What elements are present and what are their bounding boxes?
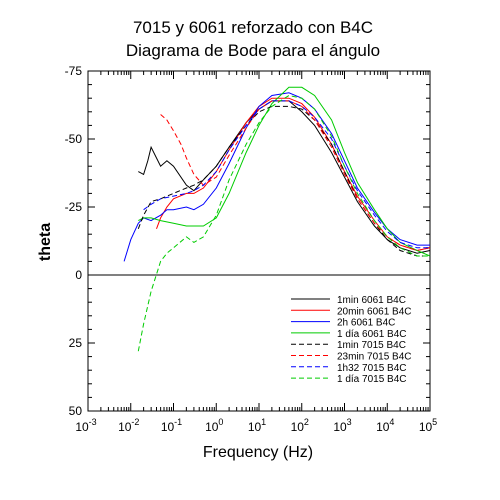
legend-label-1: 1min 6061 B4C [337,295,406,306]
y-tick-label: -75 [65,64,83,78]
series-group [123,86,431,352]
y-tick-label: 25 [69,336,83,350]
series-line-5 [137,105,430,257]
y-tick-label: -25 [65,200,83,214]
y-axis-label: theta [37,223,54,261]
y-tick-label: 50 [69,404,83,418]
legend-label-5: 1min 7015 B4C [337,340,406,351]
x-tick-label: 105 [419,417,437,434]
legend-label-7: 1h32 7015 B4C [337,363,407,374]
x-tick-label: 103 [333,417,351,434]
series-line-4 [138,86,431,257]
chart-subtitle: Diagrama de Bode para el ángulo [126,41,380,60]
y-tick-label: -50 [65,132,83,146]
series-line-6 [160,100,431,252]
series-line-7 [143,100,430,249]
series-line-2 [156,97,431,252]
x-axis-label: Frequency (Hz) [203,444,313,461]
x-tick-label: 10-3 [75,417,96,434]
legend-label-4: 1 día 6061 B4C [337,329,407,340]
y-axis: -75 -50 -25 0 25 50 [65,64,430,418]
x-tick-label: 101 [248,417,266,434]
legend-label-8: 1 día 7015 B4C [337,374,407,385]
x-tick-label: 10-1 [161,417,182,434]
y-tick-label: 0 [75,268,82,282]
series-line-1 [138,100,431,254]
x-tick-label: 102 [291,417,309,434]
legend-label-2: 20min 6061 B4C [337,306,412,317]
x-axis: 10-3 10-2 10-1 100 101 102 103 104 105 [75,71,437,434]
legend-label-6: 23min 7015 B4C [337,352,412,363]
chart-title: 7015 y 6061 reforzado con B4C [133,18,373,37]
x-tick-label: 104 [376,417,394,434]
x-tick-label: 100 [205,417,223,434]
legend-label-3: 2h 6061 B4C [337,318,395,329]
series-line-8 [137,94,430,352]
x-tick-label: 10-2 [118,417,139,434]
